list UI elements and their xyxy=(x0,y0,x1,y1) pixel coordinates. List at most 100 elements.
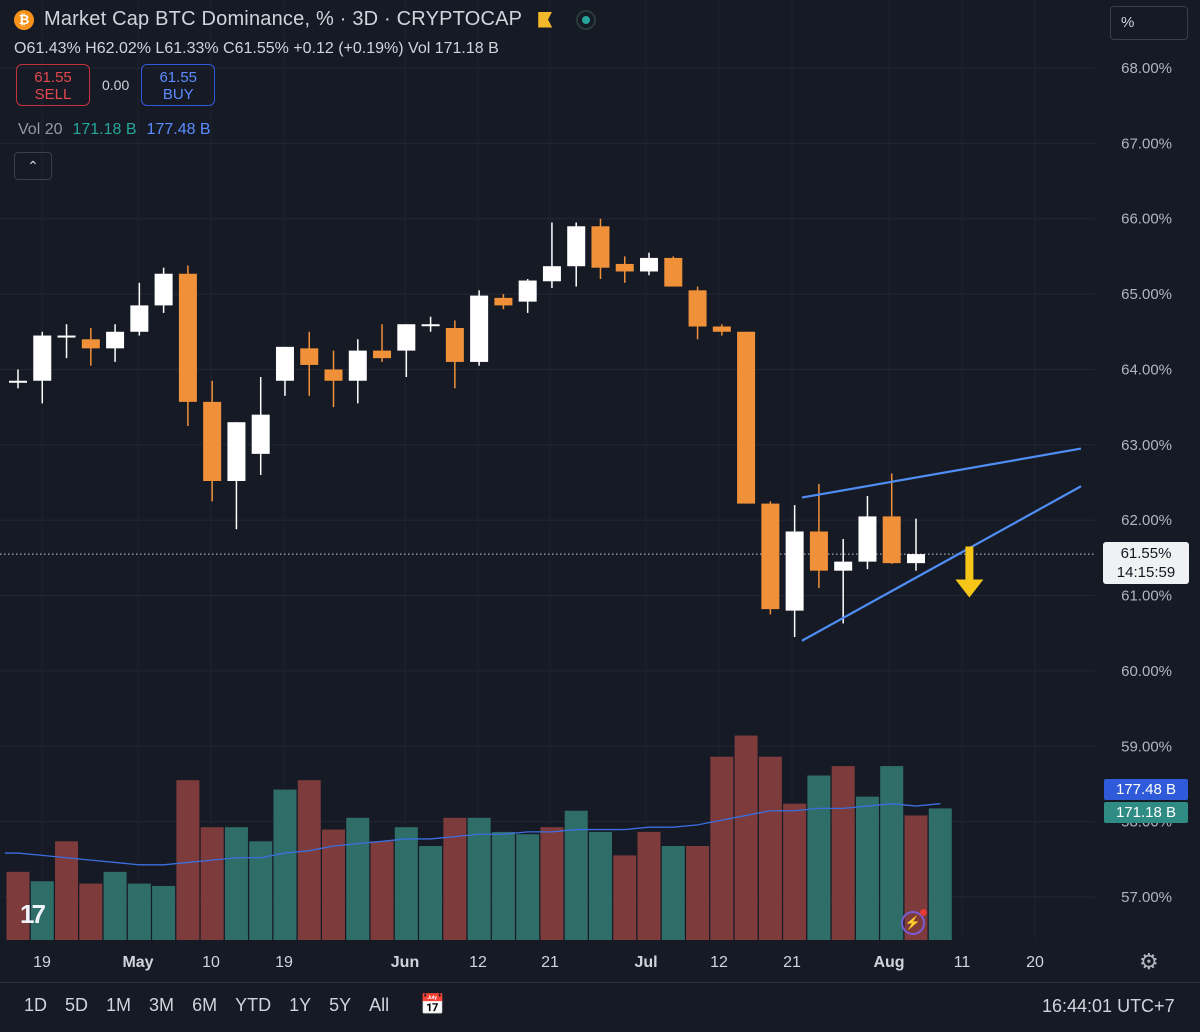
gear-icon[interactable]: ⚙ xyxy=(1139,949,1159,974)
trade-panel: 61.55 SELL 0.00 61.55 BUY xyxy=(16,64,216,106)
market-status-icon[interactable] xyxy=(576,9,597,30)
candle-body xyxy=(542,266,561,282)
volume-ma-line xyxy=(5,803,941,866)
timeframe-3m[interactable]: 3M xyxy=(149,995,175,1015)
volume-bar xyxy=(152,885,176,940)
candle-body xyxy=(882,516,901,564)
timeframe-selector: 1D 5D 1M 3M 6M YTD 1Y 5Y All xyxy=(24,995,407,1016)
candle-body xyxy=(445,328,464,362)
candle-body xyxy=(858,516,877,562)
volume-bar xyxy=(103,871,127,940)
volume-bar xyxy=(661,846,685,940)
volume-bar xyxy=(807,775,831,940)
timeframe-ytd[interactable]: YTD xyxy=(235,995,272,1015)
candle-body xyxy=(373,350,392,359)
price-chart[interactable]: 68.00% 67.00% 66.00% 65.00% 64.00% 63.00% 62.0… xyxy=(0,0,1200,982)
candle-body xyxy=(106,331,125,349)
volume-legend-value: 171.18 B xyxy=(72,121,137,138)
candle-body xyxy=(834,561,853,571)
timeframe-5y[interactable]: 5Y xyxy=(329,995,352,1015)
candle-body xyxy=(154,273,173,306)
x-tick-label: 12 xyxy=(710,954,728,971)
y-tick-label: 63.00% xyxy=(1121,437,1172,454)
volume-bar xyxy=(904,815,928,940)
candle-body xyxy=(81,339,100,349)
volume-bar xyxy=(564,810,588,940)
volume-bar xyxy=(394,827,418,940)
candle-body xyxy=(397,324,416,351)
candle-body xyxy=(9,380,27,383)
volume-bar xyxy=(224,827,248,940)
volume-bar xyxy=(200,827,224,940)
x-tick-label: May xyxy=(122,954,153,971)
candle-body xyxy=(470,295,489,362)
sell-button[interactable]: 61.55 SELL xyxy=(16,64,90,106)
volume-legend[interactable]: Vol 20 171.18 B 177.48 B xyxy=(18,121,211,139)
scale-mode-button[interactable]: % xyxy=(1110,6,1188,40)
timeframe-6m[interactable]: 6M xyxy=(192,995,218,1015)
buy-label: BUY xyxy=(162,86,194,103)
candle-body xyxy=(712,326,731,332)
volume-bar xyxy=(419,846,443,940)
clock[interactable]: 16:44:01 UTC+7 xyxy=(1042,996,1175,1016)
candle-body xyxy=(737,331,756,504)
timeframe-1m[interactable]: 1M xyxy=(106,995,132,1015)
volume-bar xyxy=(710,756,734,940)
volume-label: 171.18 B xyxy=(1104,802,1188,823)
last-price-label: 61.55% 14:15:59 xyxy=(1103,542,1189,584)
tradingview-logo[interactable]: 17 xyxy=(20,899,46,929)
lightning-icon[interactable]: ⚡ xyxy=(901,909,927,935)
volume-bar xyxy=(322,829,346,940)
candle-body xyxy=(785,531,804,611)
timeframe-5d[interactable]: 5D xyxy=(65,995,89,1015)
candle-body xyxy=(809,531,828,571)
spread-value: 0.00 xyxy=(102,77,130,93)
chevron-up-icon[interactable]: ⌃ xyxy=(14,152,52,180)
candle-body xyxy=(251,414,270,454)
trendline xyxy=(801,447,1082,499)
timeframe-1d[interactable]: 1D xyxy=(24,995,48,1015)
candle-body xyxy=(130,305,149,332)
bottom-toolbar: 1D 5D 1M 3M 6M YTD 1Y 5Y All 📅 16:44:01 UTC+7 xyxy=(0,982,1200,1032)
volume-legend-label: Vol 20 xyxy=(18,121,63,138)
volume-legend-ma-value: 177.48 B xyxy=(146,121,211,138)
volume-bar xyxy=(30,881,54,940)
down-arrow-drawing[interactable] xyxy=(955,546,984,598)
candle-body xyxy=(567,226,586,267)
y-tick-label: 62.00% xyxy=(1121,512,1172,529)
candle-body xyxy=(591,226,610,268)
candle-body xyxy=(324,369,343,381)
x-tick-label: 20 xyxy=(1026,954,1044,971)
candle-body xyxy=(664,257,683,287)
bitcoin-icon: ₿ xyxy=(14,9,34,30)
y-tick-label: 65.00% xyxy=(1121,286,1172,303)
candle-body xyxy=(57,335,76,338)
chart-title[interactable]: Market Cap BTC Dominance, % · 3D · CRYPT… xyxy=(44,8,523,30)
candle-body xyxy=(275,346,294,381)
buy-button[interactable]: 61.55 BUY xyxy=(141,64,216,106)
timeframe-1y[interactable]: 1Y xyxy=(289,995,312,1015)
volume-bar xyxy=(758,756,782,940)
volume-bar xyxy=(176,780,200,940)
candle-body xyxy=(33,335,52,381)
volume-ma-label: 177.48 B xyxy=(1104,779,1188,800)
x-tick-label: Jun xyxy=(391,954,419,971)
x-tick-label: 19 xyxy=(275,954,293,971)
y-tick-label: 57.00% xyxy=(1121,889,1172,906)
volume-bar xyxy=(516,834,540,940)
flag-icon[interactable] xyxy=(538,11,553,28)
candle-body xyxy=(761,503,780,610)
x-tick-label: 10 xyxy=(202,954,220,971)
volume-bar xyxy=(540,827,564,940)
y-tick-label: 68.00% xyxy=(1121,60,1172,77)
volume-bar xyxy=(491,831,515,940)
calendar-icon[interactable]: 📅 xyxy=(420,994,445,1016)
chart-header: ₿ Market Cap BTC Dominance, % · 3D · CRY… xyxy=(14,8,597,31)
timeframe-all[interactable]: All xyxy=(369,995,390,1015)
candle-body xyxy=(300,348,319,365)
candle-body xyxy=(494,297,513,306)
x-tick-label: 11 xyxy=(954,954,971,971)
volume-bar xyxy=(6,871,30,940)
sell-label: SELL xyxy=(34,86,72,103)
y-tick-label: 60.00% xyxy=(1121,663,1172,680)
